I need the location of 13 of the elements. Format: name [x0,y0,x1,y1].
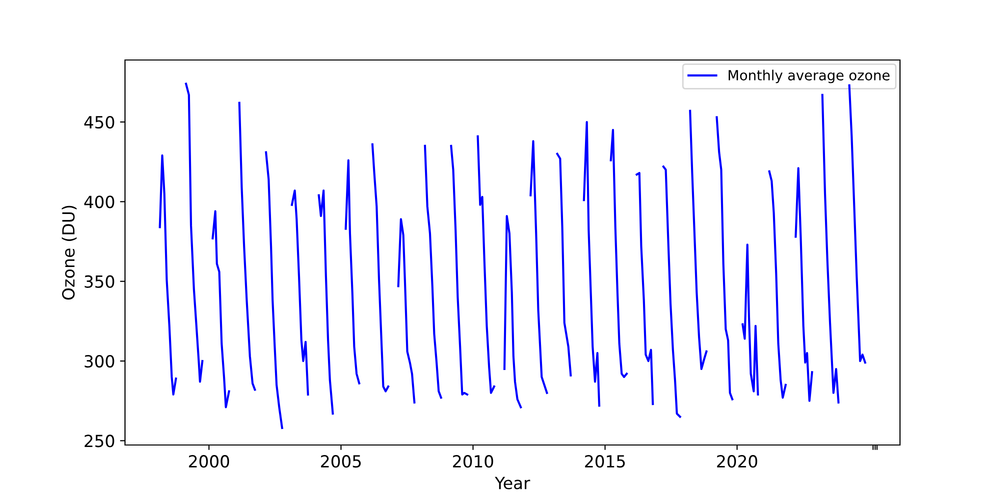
y-tick-label: 450 [84,116,114,129]
y-tick-label: 400 [84,196,114,208]
y-tick-label: 300 [84,354,114,368]
x-tick-label: 2000 [188,455,230,468]
x-axis-title: Year [494,476,530,490]
y-axis-title: Ozone (DU) [62,206,77,300]
x-tick-label: 2005 [321,455,361,468]
y-tick-label: 350 [84,275,114,288]
x-tick-label: 2020 [717,455,758,468]
x-tick-label: 2010 [453,455,494,468]
y-tick-label: 250 [84,434,114,448]
legend-label: Monthly average ozone [728,70,890,84]
x-tick-label: 2015 [585,455,625,468]
